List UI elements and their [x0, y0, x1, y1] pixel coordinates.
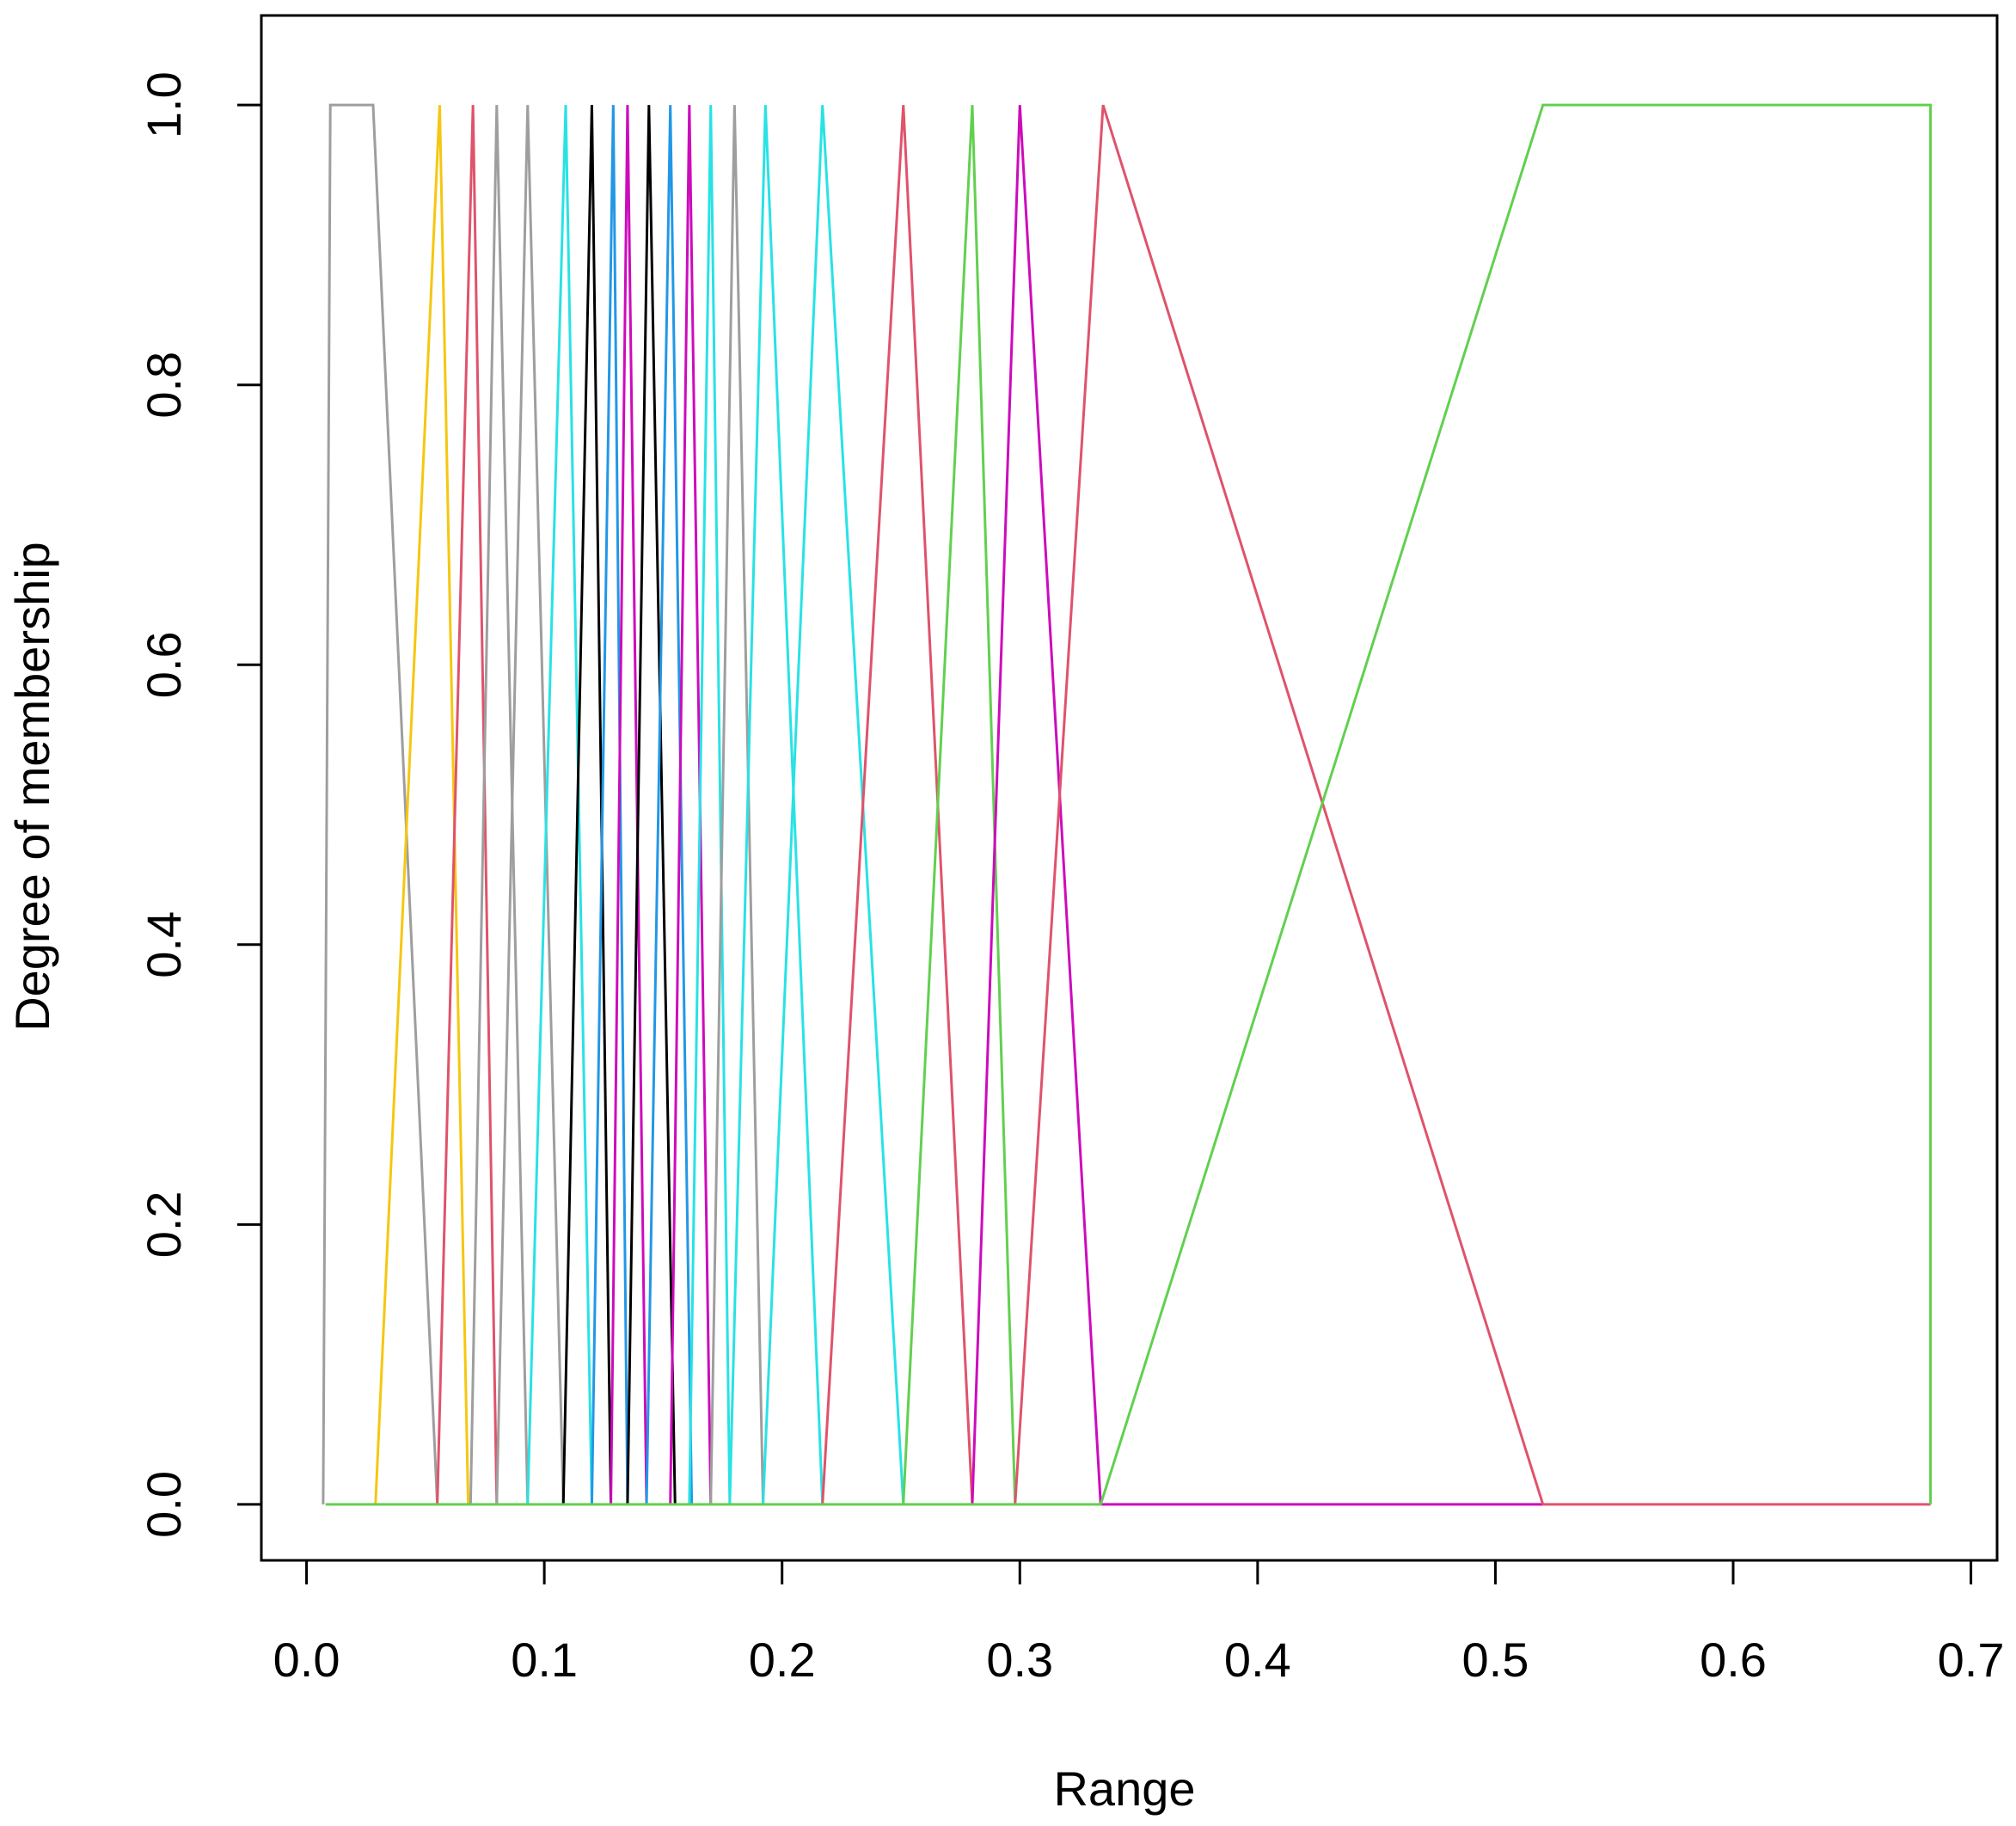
- x-axis-label: Range: [1053, 1762, 1195, 1816]
- x-tick-label: 0.3: [986, 1633, 1053, 1687]
- membership-line: [590, 105, 629, 1504]
- membership-line: [688, 105, 732, 1504]
- membership-line: [322, 103, 439, 1504]
- membership-line: [325, 103, 1933, 1506]
- x-tick-label: 0.7: [1938, 1633, 2005, 1687]
- membership-line: [902, 105, 1017, 1504]
- membership-line: [374, 105, 470, 1504]
- x-tick-label: 0.2: [749, 1633, 816, 1687]
- membership-line: [821, 105, 974, 1504]
- y-tick-label: 0.2: [137, 1191, 191, 1258]
- membership-line: [436, 105, 499, 1504]
- y-tick-label: 0.4: [137, 911, 191, 978]
- membership-line: [762, 105, 905, 1504]
- y-axis-label: Degree of membership: [5, 542, 59, 1032]
- membership-line: [526, 105, 593, 1504]
- x-tick-label: 0.4: [1224, 1633, 1291, 1687]
- plot-box: [260, 14, 1999, 1562]
- membership-line: [669, 105, 713, 1504]
- x-tick-label: 0.0: [273, 1633, 340, 1687]
- membership-line: [728, 105, 824, 1504]
- membership-line: [469, 105, 530, 1504]
- x-tick-label: 0.6: [1700, 1633, 1767, 1687]
- x-tick-label: 0.1: [511, 1633, 578, 1687]
- membership-line: [610, 105, 648, 1504]
- membership-line: [495, 105, 565, 1504]
- y-tick-label: 0.0: [137, 1471, 191, 1538]
- membership-line: [1014, 104, 1931, 1506]
- membership-line: [626, 105, 677, 1504]
- membership-line: [561, 105, 613, 1504]
- membership-line: [645, 105, 694, 1504]
- membership-line: [709, 105, 765, 1504]
- y-tick-label: 1.0: [137, 71, 191, 138]
- y-tick-label: 0.6: [137, 631, 191, 698]
- y-tick-label: 0.8: [137, 352, 191, 419]
- x-tick-label: 0.5: [1461, 1633, 1529, 1687]
